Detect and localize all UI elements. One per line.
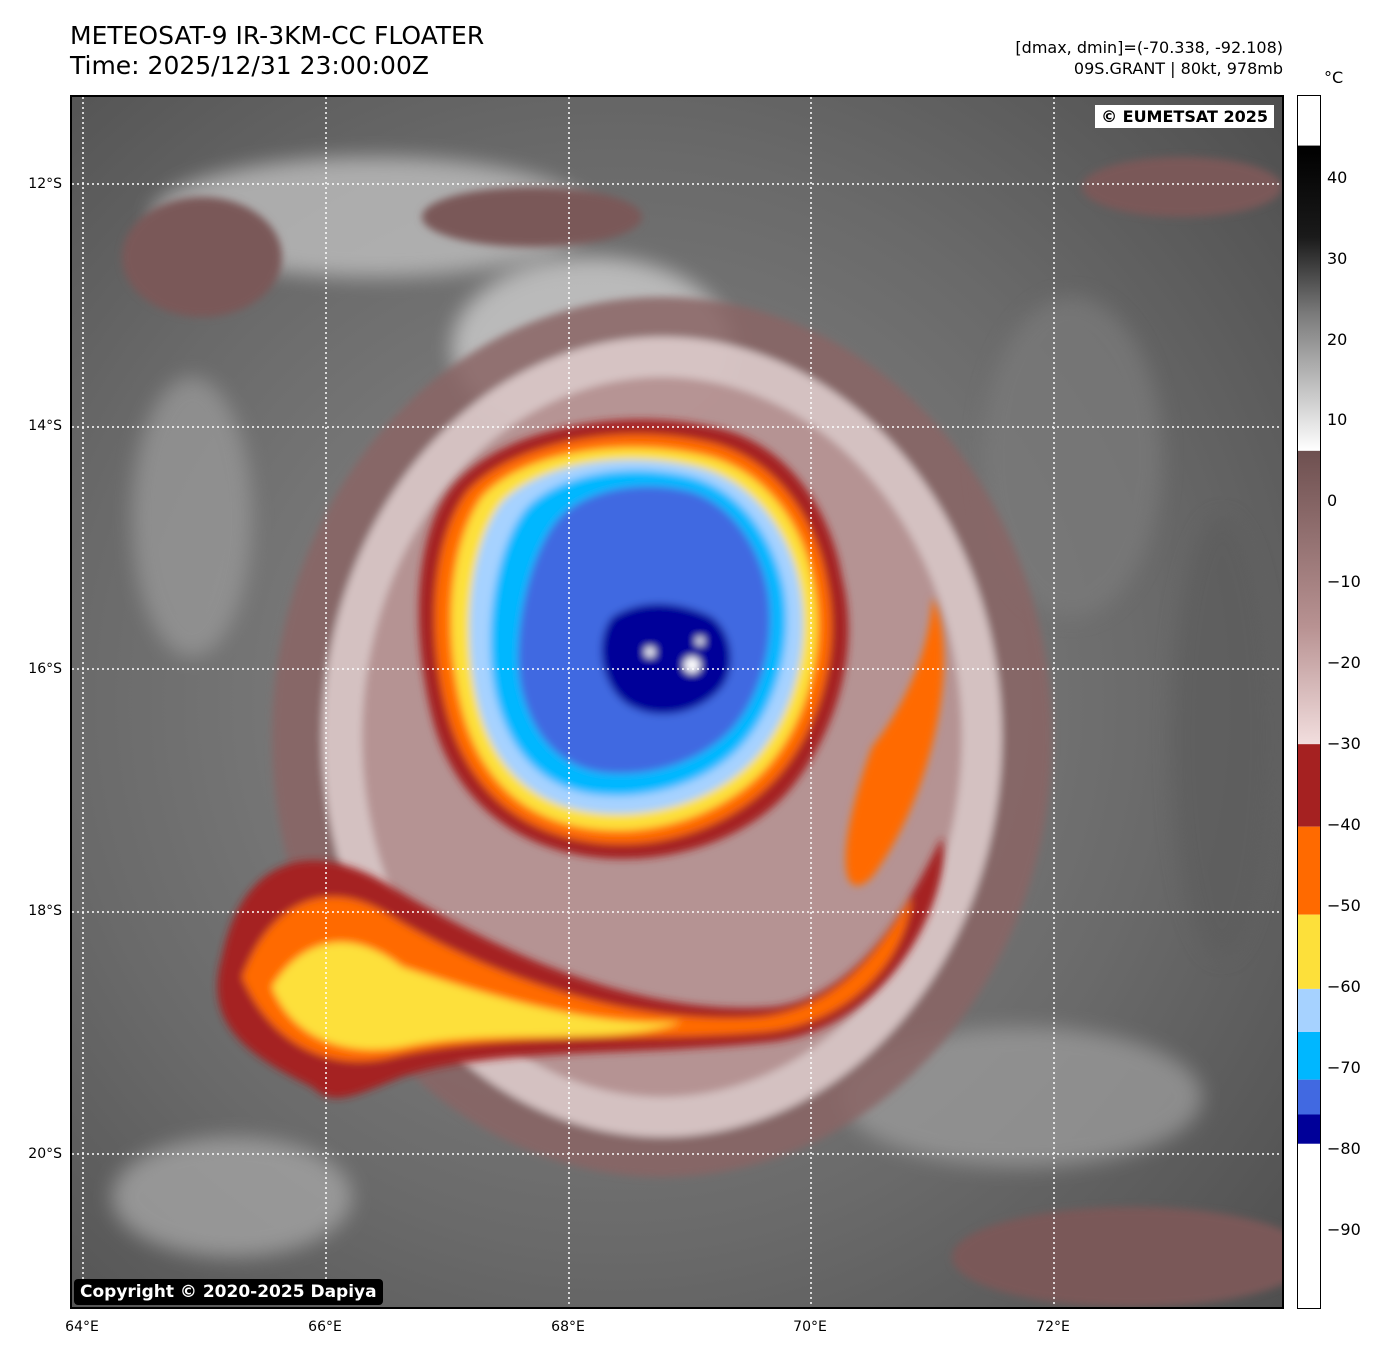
- colorbar: [1297, 95, 1321, 1309]
- lat-label-14s: 14°S: [28, 418, 62, 434]
- colorbar-tick-minus70: −70: [1327, 1058, 1361, 1077]
- product-title: METEOSAT-9 IR-3KM-CC FLOATER: [70, 21, 485, 50]
- colorbar-tick-minus20: −20: [1327, 653, 1361, 672]
- eumetsat-watermark: © EUMETSAT 2025: [1095, 105, 1274, 128]
- lon-label-66e: 66°E: [308, 1319, 342, 1335]
- colorbar-tick-minus90: −90: [1327, 1220, 1361, 1239]
- colorbar-tick-minus40: −40: [1327, 815, 1361, 834]
- lat-label-18s: 18°S: [28, 903, 62, 919]
- lon-label-72e: 72°E: [1036, 1319, 1070, 1335]
- lat-label-20s: 20°S: [28, 1146, 62, 1162]
- lon-label-70e: 70°E: [793, 1319, 827, 1335]
- colorbar-tick-20: 20: [1327, 330, 1348, 349]
- lon-label-64e: 64°E: [65, 1319, 99, 1335]
- gridlines: [72, 97, 1282, 1307]
- storm-info: 09S.GRANT | 80kt, 978mb: [1073, 59, 1283, 78]
- lat-label-16s: 16°S: [28, 661, 62, 677]
- lon-label-68e: 68°E: [551, 1319, 585, 1335]
- satellite-map: © EUMETSAT 2025 Copyright © 2020-2025 Da…: [70, 95, 1284, 1309]
- lat-label-12s: 12°S: [28, 176, 62, 192]
- colorbar-tick-minus50: −50: [1327, 896, 1361, 915]
- timestamp: Time: 2025/12/31 23:00:00Z: [70, 51, 429, 80]
- colorbar-tick-10: 10: [1327, 410, 1348, 429]
- colorbar-tick-minus60: −60: [1327, 977, 1361, 996]
- colorbar-unit: °C: [1324, 68, 1344, 87]
- temperature-range: [dmax, dmin]=(-70.338, -92.108): [1015, 38, 1283, 57]
- colorbar-tick-minus30: −30: [1327, 734, 1361, 753]
- copyright-label: Copyright © 2020-2025 Dapiya: [74, 1279, 383, 1305]
- colorbar-tick-minus80: −80: [1327, 1139, 1361, 1158]
- ir-imagery: [72, 97, 1282, 1307]
- colorbar-tick-30: 30: [1327, 249, 1348, 268]
- colorbar-tick-40: 40: [1327, 168, 1348, 187]
- colorbar-tick-0: 0: [1327, 491, 1338, 510]
- colorbar-tick-minus10: −10: [1327, 572, 1361, 591]
